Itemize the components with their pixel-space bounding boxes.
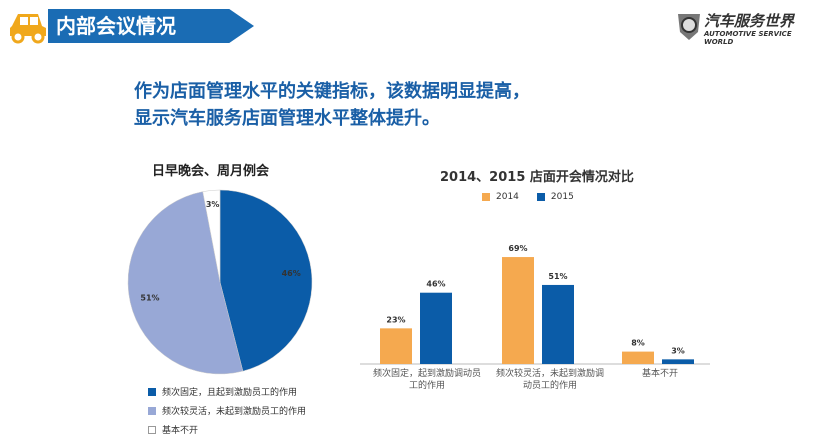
legend-item: 频次较灵活，未起到激励员工的作用 xyxy=(148,404,306,417)
bar-label: 51% xyxy=(548,272,567,281)
legend-item: 2014 xyxy=(482,192,519,202)
legend-item: 频次固定，且起到激励员工的作用 xyxy=(148,385,306,398)
bar xyxy=(380,328,412,364)
legend-swatch xyxy=(148,387,156,396)
pie-slice xyxy=(219,189,313,372)
bar-label: 46% xyxy=(426,280,445,289)
headline: 作为店面管理水平的关键指标，该数据明显提高， 显示汽车服务店面管理水平整体提升。 xyxy=(134,78,530,132)
category-label: 频次固定，起到激励调动员工的作用 xyxy=(372,369,481,391)
legend-swatch xyxy=(482,193,490,201)
bar-label: 69% xyxy=(508,244,527,253)
legend-label: 基本不开 xyxy=(162,426,199,436)
headline-line: 作为店面管理水平的关键指标，该数据明显提高， xyxy=(134,81,530,102)
bar-legend: 2014 2015 xyxy=(482,192,574,202)
legend-swatch xyxy=(148,406,156,415)
pie-chart: 46% 51% 3% xyxy=(127,189,313,375)
pie-slice xyxy=(202,189,221,283)
legend-item: 基本不开 xyxy=(148,423,306,436)
pie-legend: 频次固定，且起到激励员工的作用 频次较灵活，未起到激励员工的作用 基本不开 xyxy=(148,385,306,436)
headline-line: 显示汽车服务店面管理水平整体提升。 xyxy=(134,108,440,129)
bar xyxy=(622,351,654,364)
car-icon xyxy=(10,14,46,44)
category-label: 频次较灵活，未起到激励调动员工的作用 xyxy=(495,369,604,391)
bar xyxy=(662,359,694,364)
legend-label: 频次固定，且起到激励员工的作用 xyxy=(162,388,298,398)
legend-item: 2015 xyxy=(536,192,574,202)
shield-wheel-icon xyxy=(678,14,700,40)
pie-title: 日早晚会、周月例会 xyxy=(152,164,270,179)
bar xyxy=(502,257,534,364)
pie-slice xyxy=(127,191,244,375)
pie-label: 46% xyxy=(282,269,301,278)
bar xyxy=(542,284,574,364)
bar-label: 8% xyxy=(631,339,645,348)
bar-label: 23% xyxy=(386,315,405,324)
legend-label: 频次较灵活，未起到激励员工的作用 xyxy=(162,407,307,417)
legend-swatch xyxy=(148,425,156,434)
bar xyxy=(420,292,452,364)
bar-title: 2014、2015 店面开会情况对比 xyxy=(440,170,634,185)
legend-label: 2015 xyxy=(550,192,574,202)
category-label: 基本不开 xyxy=(641,369,678,379)
legend-label: 2014 xyxy=(496,192,519,202)
pie-label: 3% xyxy=(206,200,220,209)
bar-chart: 23% 69% 8% 46% 51% 3% xyxy=(360,244,710,365)
legend-swatch xyxy=(536,193,545,201)
section-title: 内部会议情况 xyxy=(48,9,254,43)
logo: 汽车服务世界 AUTOMOTIVE SERVICE WORLD xyxy=(676,10,806,46)
pie-label: 51% xyxy=(140,294,159,303)
bar-label: 3% xyxy=(671,346,685,355)
